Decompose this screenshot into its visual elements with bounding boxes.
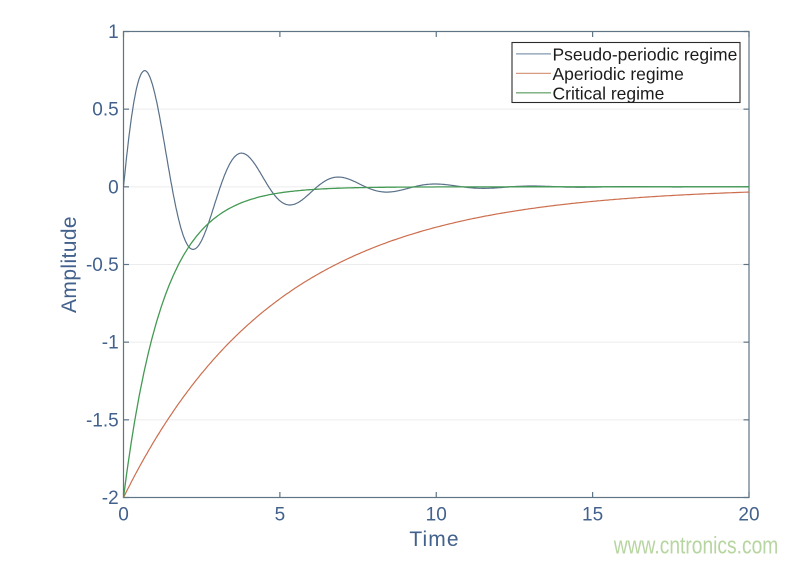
svg-text:Aperiodic regime: Aperiodic regime [553,64,684,84]
svg-text:-1.5: -1.5 [86,410,119,431]
svg-text:5: 5 [275,505,286,526]
svg-text:-0.5: -0.5 [86,255,119,276]
svg-text:0: 0 [108,177,119,198]
svg-text:Time: Time [409,528,459,551]
svg-text:0.5: 0.5 [92,100,118,121]
svg-text:0: 0 [118,505,129,526]
svg-text:Pseudo-periodic regime: Pseudo-periodic regime [553,44,738,64]
svg-text:15: 15 [582,505,603,526]
svg-text:20: 20 [738,505,759,526]
svg-text:-2: -2 [102,488,119,509]
svg-text:Critical regime: Critical regime [553,83,665,103]
svg-text:www.cntronics.com: www.cntronics.com [613,532,778,559]
svg-text:1: 1 [108,22,119,43]
svg-text:-1: -1 [102,333,119,354]
svg-text:Amplitude: Amplitude [58,216,81,313]
svg-text:10: 10 [426,505,447,526]
